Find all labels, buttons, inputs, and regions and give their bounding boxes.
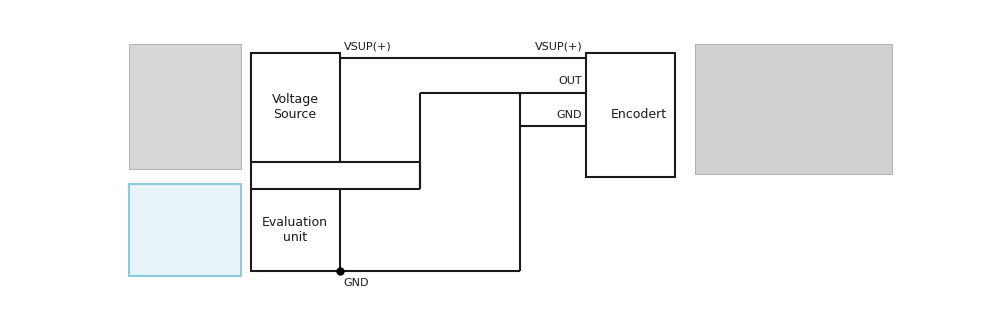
Text: GND: GND — [557, 110, 582, 120]
Bar — [251, 189, 340, 271]
Text: VSUP(+): VSUP(+) — [344, 41, 391, 51]
Bar — [251, 52, 340, 162]
Bar — [129, 184, 241, 276]
Text: VSUP(+): VSUP(+) — [534, 41, 582, 51]
Bar — [695, 44, 892, 174]
Bar — [586, 52, 675, 177]
Text: Encodert: Encodert — [610, 109, 666, 122]
Text: GND: GND — [344, 278, 369, 288]
Text: OUT: OUT — [559, 76, 582, 86]
Text: Evaluation
unit: Evaluation unit — [262, 216, 328, 244]
Bar — [129, 44, 241, 168]
Text: Voltage
Source: Voltage Source — [272, 94, 319, 122]
